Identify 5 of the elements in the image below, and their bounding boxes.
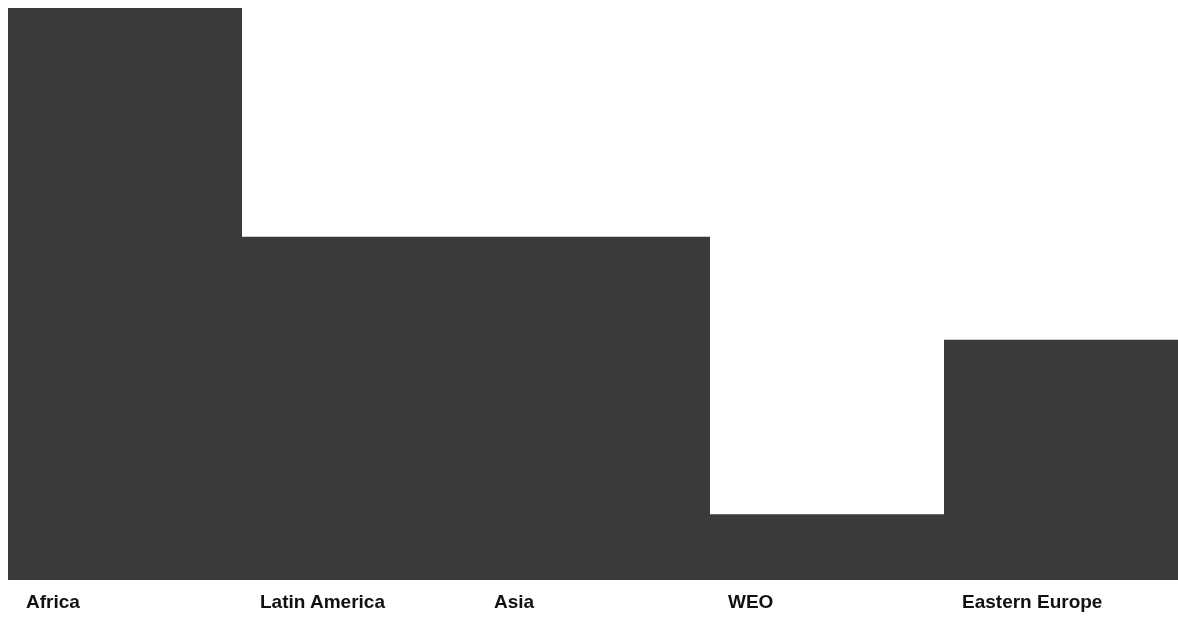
x-tick-label: WEO [728,591,774,612]
x-tick-label: Africa [26,591,81,612]
x-tick-label: Latin America [260,591,386,612]
x-tick-label: Eastern Europe [962,591,1103,612]
x-tick-label: Asia [494,591,535,612]
